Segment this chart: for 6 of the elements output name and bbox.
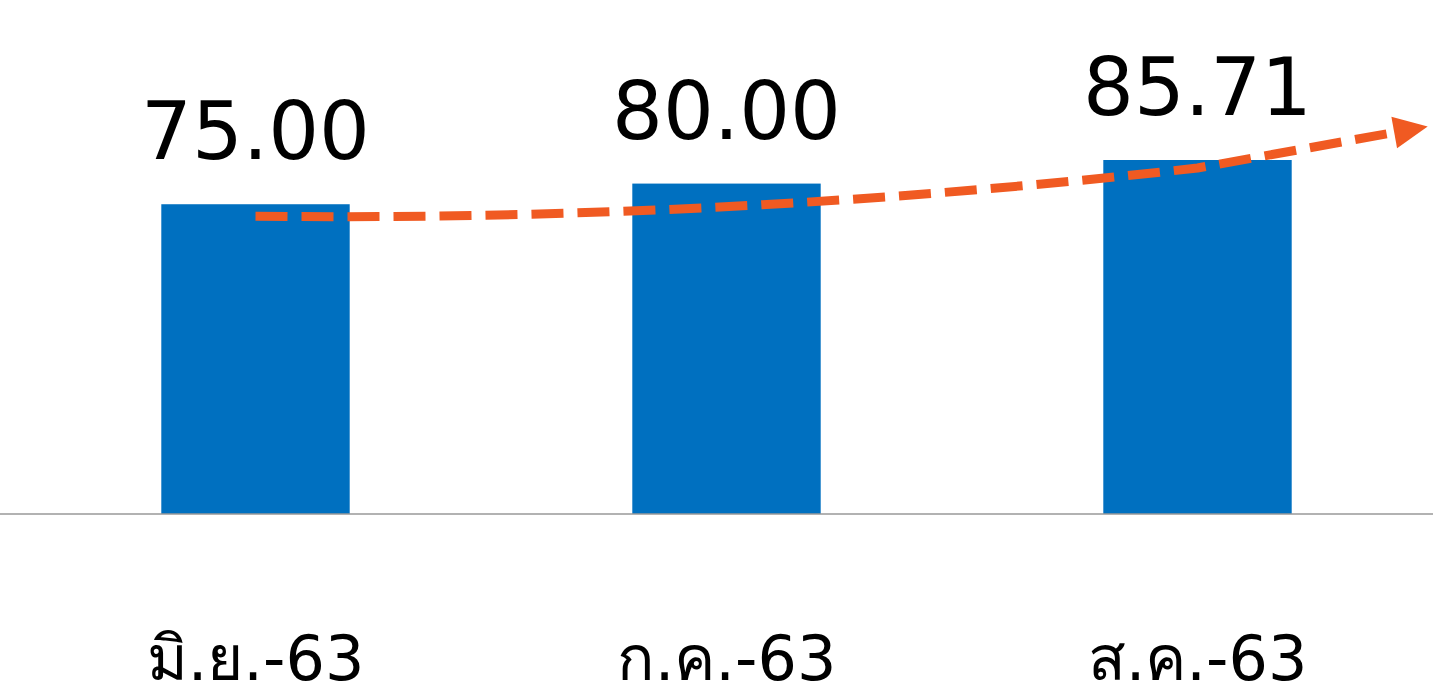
x-tick-label: ส.ค.-63 <box>1087 622 1308 695</box>
data-label: 80.00 <box>611 64 842 158</box>
data-label: 85.71 <box>1082 41 1313 134</box>
x-tick-label: ก.ค.-63 <box>616 622 837 695</box>
data-label: 75.00 <box>140 85 371 179</box>
x-tick-label: มิ.ย.-63 <box>146 622 365 695</box>
